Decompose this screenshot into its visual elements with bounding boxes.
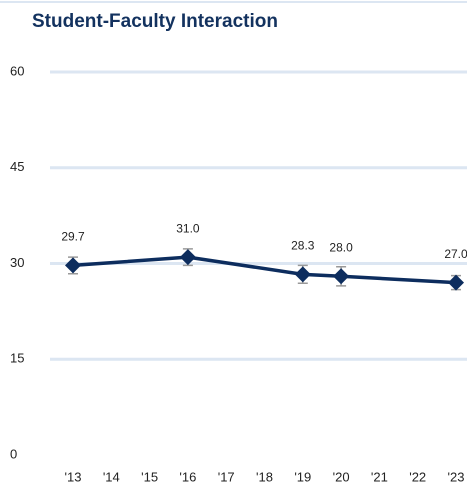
x-tick-label: '14	[103, 469, 120, 484]
line	[72, 255, 457, 285]
x-tick-label: '13	[65, 469, 82, 484]
x-tick-label: '19	[294, 469, 311, 484]
data-label: 29.7	[61, 230, 85, 244]
marker	[65, 257, 81, 274]
data-label: 27.0	[444, 247, 467, 261]
y-tick-label: 0	[10, 446, 17, 461]
y-tick-label: 60	[10, 63, 24, 78]
chart-title: Student-Faculty Interaction	[32, 11, 278, 32]
x-tick-label: '21	[371, 469, 388, 484]
y-tick-label: 15	[10, 351, 24, 366]
x-tick-label: '18	[256, 469, 273, 484]
x-tick-label: '23	[448, 469, 465, 484]
x-tick-label: '20	[333, 469, 350, 484]
data-label: 31.0	[176, 221, 200, 235]
marker	[179, 249, 196, 266]
x-tick-label: '16	[179, 469, 196, 484]
x-tick-label: '22	[409, 469, 426, 484]
marker	[294, 266, 311, 283]
data-label: 28.0	[329, 240, 353, 254]
y-tick-label: 30	[10, 255, 24, 270]
marker	[333, 268, 350, 285]
data-label: 28.3	[291, 239, 315, 253]
x-tick-label: '15	[141, 469, 158, 484]
x-tick-label: '17	[218, 469, 235, 484]
marker	[448, 274, 464, 291]
y-tick-label: 45	[10, 159, 24, 174]
